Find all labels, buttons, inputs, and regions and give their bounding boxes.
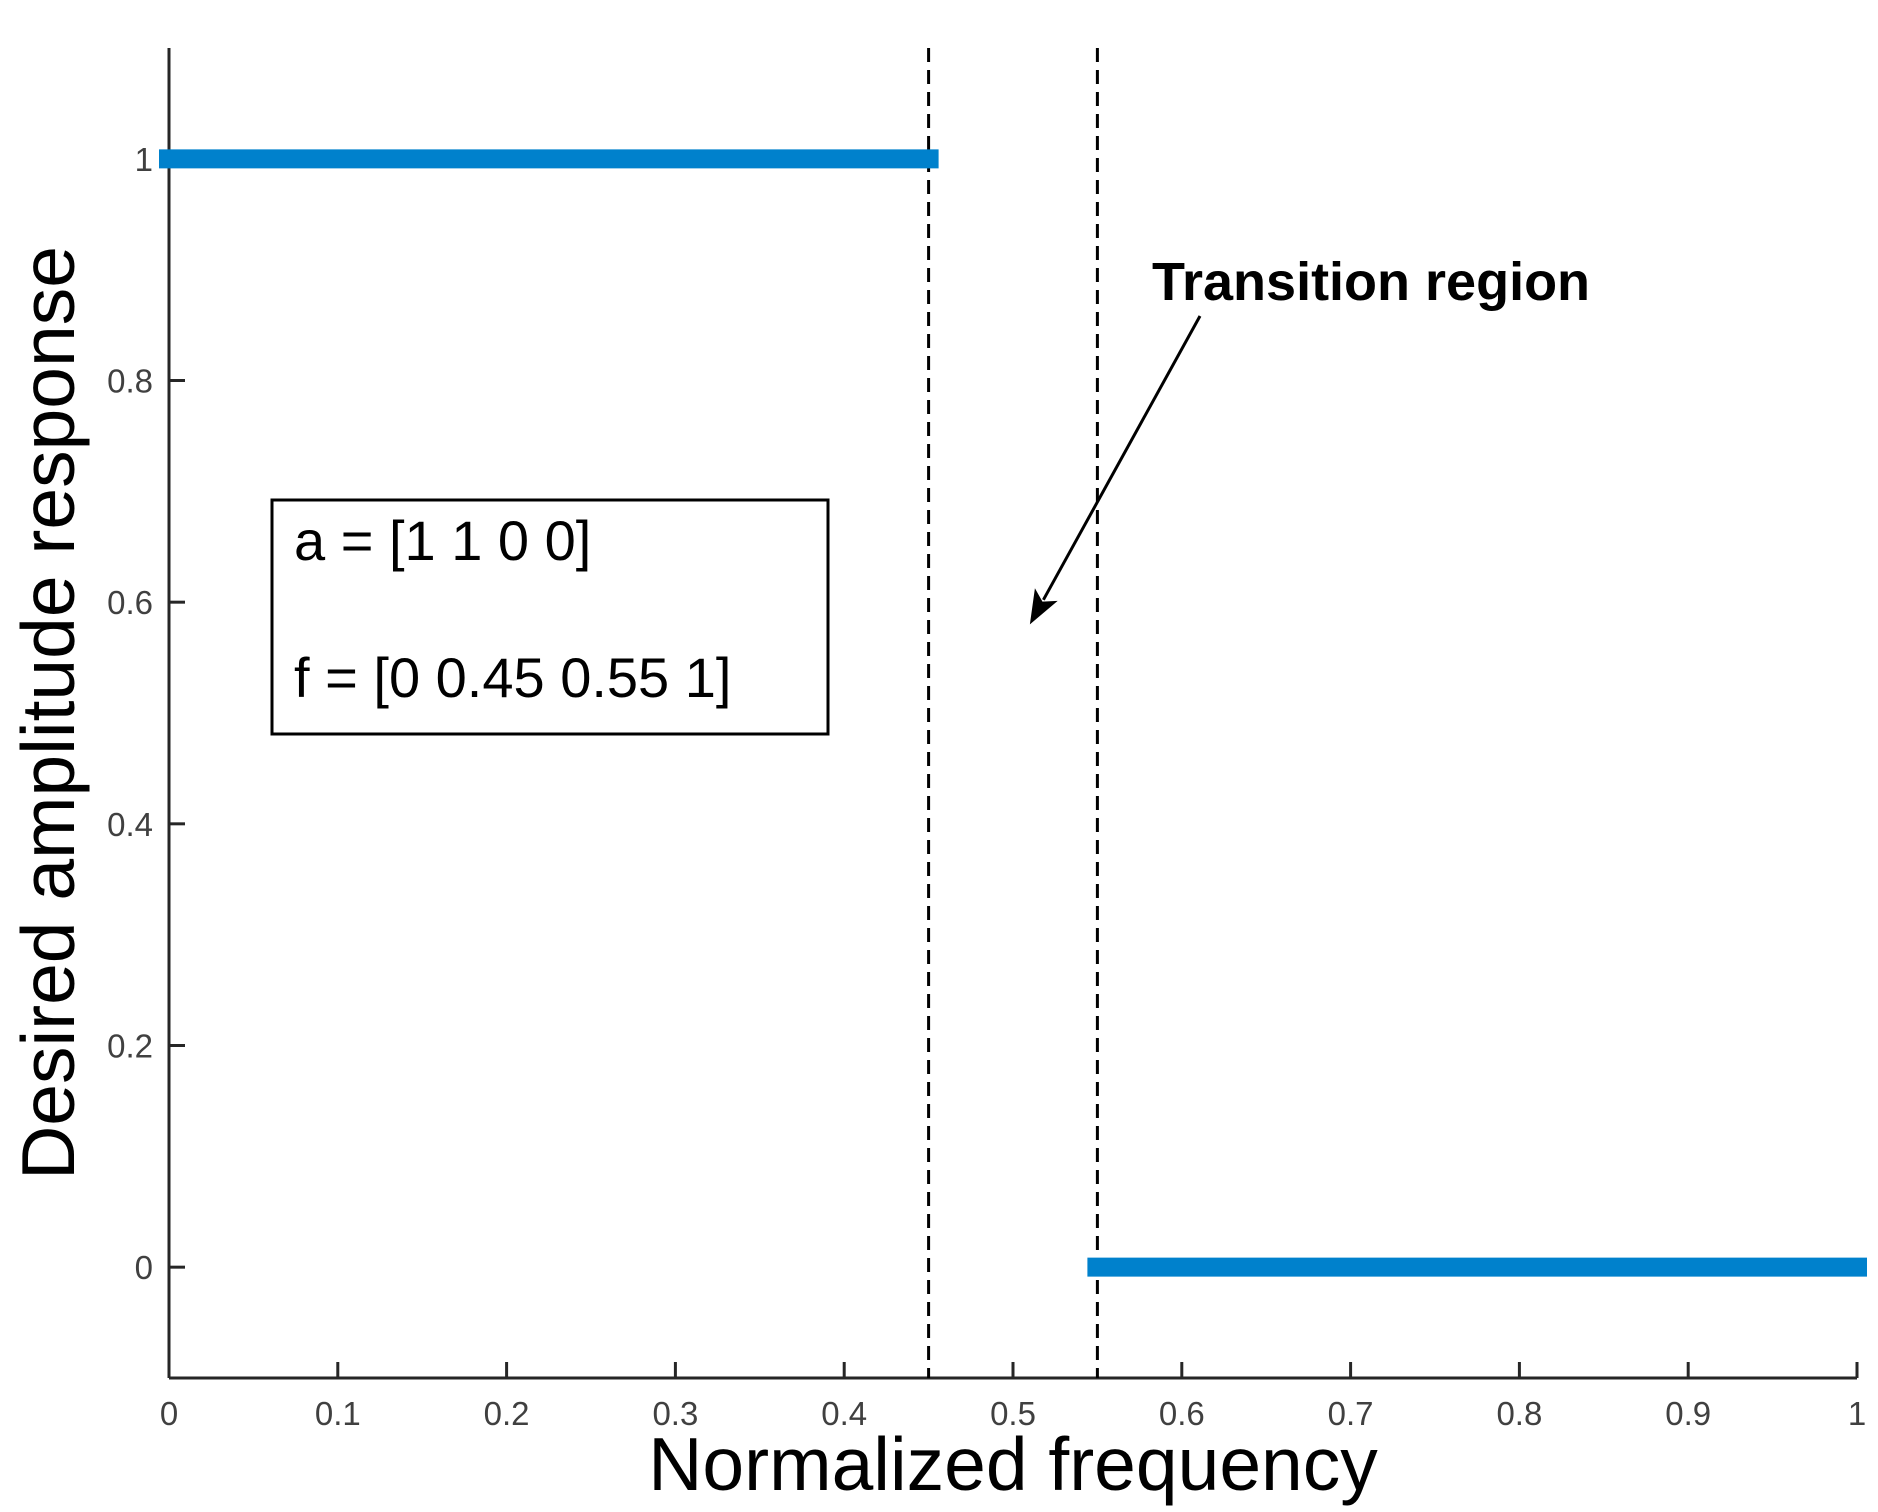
y-tick-label: 0.4 [107,806,153,843]
annotation: Transition region [1029,252,1590,625]
y-ticks: 0 0.2 0.4 0.6 0.8 1 [107,141,185,1286]
parameter-box-frame [270,498,830,736]
y-tick-label: 0 [135,1249,153,1286]
x-tick-label: 0.8 [1496,1395,1542,1432]
x-ticks: 0 0.1 0.2 0.3 0.4 0.5 0.6 0.7 0.8 0.9 1 [160,1362,1866,1432]
x-tick-label: 0.2 [484,1395,530,1432]
x-axis-title: Normalized frequency [648,1422,1378,1506]
parameter-box: a = [1 1 0 0] f = [0 0.45 0.55 1] [270,498,830,736]
annotation-arrow-shaft [1042,315,1202,601]
parameter-a-text: a = [1 1 0 0] [294,509,591,572]
y-tick-label: 0.2 [107,1028,153,1065]
x-tick-label: 0.3 [652,1395,698,1432]
parameter-f-text: f = [0 0.45 0.55 1] [294,646,731,709]
annotation-text: Transition region [1152,252,1590,312]
transition-boundaries [927,48,1099,1378]
x-tick-label: 1 [1848,1395,1866,1432]
x-tick-label: 0.1 [315,1395,361,1432]
x-tick-label: 0.6 [1159,1395,1205,1432]
x-tick-label: 0.7 [1328,1395,1374,1432]
x-tick-label: 0 [160,1395,178,1432]
annotation-arrowhead [1029,588,1058,625]
amplitude-series [159,149,1867,1277]
y-tick-label: 1 [135,141,153,178]
y-axis-title: Desired amplitude response [6,246,90,1180]
x-tick-label: 0.5 [990,1395,1036,1432]
x-tick-label: 0.4 [821,1395,867,1432]
y-tick-label: 0.6 [107,584,153,621]
x-tick-label: 0.9 [1665,1395,1711,1432]
y-tick-label: 0.8 [107,363,153,400]
